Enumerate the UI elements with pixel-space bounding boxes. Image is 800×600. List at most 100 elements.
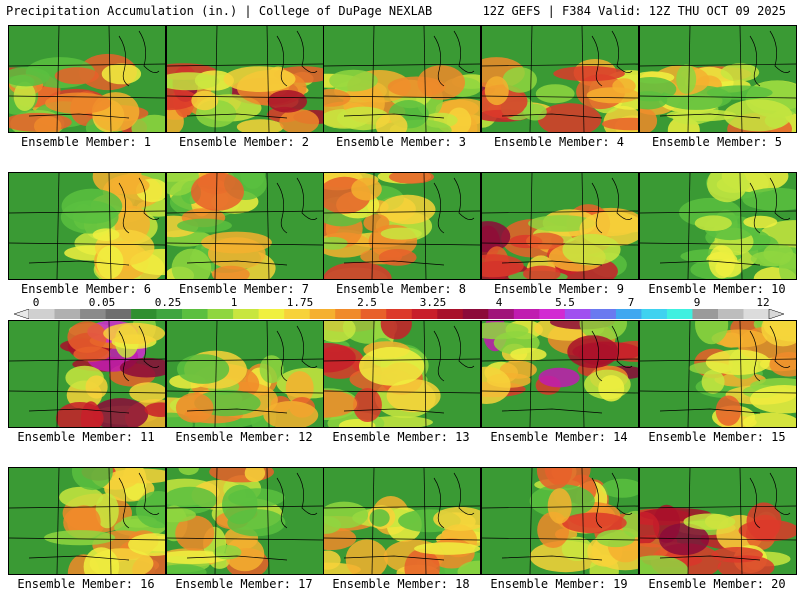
ensemble-member-label: Ensemble Member: 15 — [648, 430, 786, 444]
ensemble-member-map — [323, 320, 481, 428]
ensemble-member-map — [639, 25, 797, 133]
ensemble-member-label: Ensemble Member: 18 — [332, 577, 470, 591]
colorbar-tick-label: 9 — [693, 296, 701, 309]
colorbar-tick-label: 0.25 — [154, 296, 182, 309]
precipitation-field — [9, 26, 165, 132]
colorbar-swatch — [411, 309, 438, 319]
precipitation-field — [324, 26, 480, 132]
ensemble-member-map — [8, 172, 166, 280]
ensemble-member-map — [639, 320, 797, 428]
colorbar-swatch — [309, 309, 336, 319]
colorbar-swatch — [743, 309, 770, 319]
ensemble-member-label: Ensemble Member: 4 — [493, 135, 625, 149]
colorbar-swatch — [54, 309, 81, 319]
ensemble-member-map — [323, 172, 481, 280]
colorbar-max-arrow — [768, 309, 784, 319]
colorbar-swatch — [615, 309, 642, 319]
colorbar-tick-label: 1 — [230, 296, 238, 309]
colorbar-min-arrow — [14, 309, 30, 319]
run-info: 12Z GEFS | F384 Valid: 12Z THU OCT 09 20… — [482, 4, 786, 18]
colorbar-swatch — [360, 309, 387, 319]
colorbar-swatch — [386, 309, 413, 319]
ensemble-member-label: Ensemble Member: 13 — [332, 430, 470, 444]
ensemble-member-map — [639, 467, 797, 575]
precipitation-field — [167, 173, 323, 279]
precipitation-field — [324, 321, 480, 427]
ensemble-member-label: Ensemble Member: 2 — [178, 135, 310, 149]
colorbar-swatch — [105, 309, 132, 319]
colorbar-tick-label: 0 — [32, 296, 40, 309]
ensemble-member-map — [8, 320, 166, 428]
ensemble-member-label: Ensemble Member: 5 — [651, 135, 783, 149]
colorbar-swatch — [437, 309, 464, 319]
colorbar-tick-label: 2.5 — [357, 296, 377, 309]
colorbar-swatch — [258, 309, 285, 319]
ensemble-member-map — [481, 25, 639, 133]
ensemble-member-map — [481, 172, 639, 280]
colorbar-tick-label: 0.05 — [88, 296, 116, 309]
precipitation-field — [167, 468, 323, 574]
ensemble-member-label: Ensemble Member: 3 — [335, 135, 467, 149]
ensemble-member-label: Ensemble Member: 20 — [648, 577, 786, 591]
ensemble-member-map — [323, 467, 481, 575]
colorbar-swatch — [692, 309, 719, 319]
precipitation-field — [167, 26, 323, 132]
precipitation-field — [482, 468, 638, 574]
precipitation-colorbar — [14, 309, 784, 319]
precipitation-field — [482, 26, 638, 132]
colorbar-tick-label: 5.5 — [555, 296, 575, 309]
ensemble-member-label: Ensemble Member: 8 — [335, 282, 467, 296]
ensemble-member-map — [166, 25, 324, 133]
colorbar-tick-labels: 0 0.05 0.25 1 1.75 2.5 3.25 4 5.5 7 9 12 — [30, 296, 770, 318]
colorbar-swatch — [641, 309, 668, 319]
colorbar-swatch — [335, 309, 362, 319]
colorbar-swatch — [284, 309, 310, 319]
ensemble-member-label: Ensemble Member: 6 — [20, 282, 152, 296]
colorbar-swatch — [717, 309, 744, 319]
ensemble-member-map — [166, 172, 324, 280]
colorbar-tick-label: 4 — [495, 296, 503, 309]
precipitation-field — [324, 173, 480, 279]
precipitation-field — [640, 468, 796, 574]
colorbar-swatch — [488, 309, 515, 319]
ensemble-member-label: Ensemble Member: 17 — [175, 577, 313, 591]
colorbar-swatch — [590, 309, 617, 319]
precipitation-field — [640, 26, 796, 132]
colorbar-swatch — [207, 309, 234, 319]
precipitation-field — [482, 173, 638, 279]
ensemble-member-map — [481, 320, 639, 428]
colorbar-swatch — [29, 309, 55, 319]
ensemble-member-label: Ensemble Member: 12 — [175, 430, 313, 444]
colorbar-swatch — [80, 309, 106, 319]
colorbar-tick-label: 3.25 — [419, 296, 447, 309]
ensemble-member-label: Ensemble Member: 9 — [493, 282, 625, 296]
ensemble-member-label: Ensemble Member: 14 — [490, 430, 628, 444]
colorbar-swatch — [539, 309, 566, 319]
ensemble-member-map — [8, 467, 166, 575]
precipitation-field — [324, 468, 480, 574]
ensemble-member-map — [8, 25, 166, 133]
colorbar-tick-label: 7 — [627, 296, 635, 309]
precipitation-field — [9, 321, 165, 427]
colorbar-swatch — [156, 309, 183, 319]
ensemble-member-map — [166, 467, 324, 575]
precipitation-field — [640, 321, 796, 427]
colorbar-swatch — [564, 309, 591, 319]
precipitation-field — [9, 468, 165, 574]
colorbar-swatch — [233, 309, 259, 319]
colorbar-swatch — [666, 309, 693, 319]
colorbar-tick-label: 12 — [756, 296, 770, 309]
ensemble-member-map — [481, 467, 639, 575]
ensemble-member-label: Ensemble Member: 7 — [178, 282, 310, 296]
ensemble-member-map — [323, 25, 481, 133]
precipitation-field — [9, 173, 165, 279]
colorbar-swatch — [513, 309, 540, 319]
ensemble-member-label: Ensemble Member: 1 — [20, 135, 152, 149]
colorbar-tick-label: 1.75 — [286, 296, 314, 309]
ensemble-member-label: Ensemble Member: 19 — [490, 577, 628, 591]
ensemble-member-map — [166, 320, 324, 428]
ensemble-member-label: Ensemble Member: 11 — [17, 430, 155, 444]
ensemble-member-label: Ensemble Member: 16 — [17, 577, 155, 591]
chart-title: Precipitation Accumulation (in.) | Colle… — [6, 4, 433, 18]
